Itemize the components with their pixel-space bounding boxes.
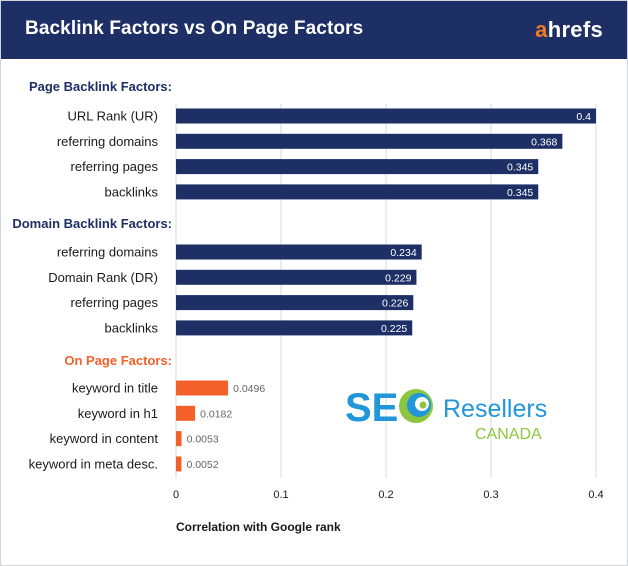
ahrefs-logo: ahrefs [535,17,603,43]
group-title-0: Page Backlink Factors: [29,79,172,94]
x-tick-label: 0 [173,489,179,501]
bar [176,380,229,396]
category-label: keyword in h1 [78,406,158,421]
data-label: 0.345 [507,187,533,199]
category-label: Domain Rank (DR) [48,270,158,285]
category-label: keyword in meta desc. [29,456,158,471]
data-label: 0.226 [382,298,408,310]
data-label: 0.225 [381,323,407,335]
category-label: keyword in content [50,431,159,446]
bar [176,320,413,336]
x-tick-label: 0.1 [273,489,288,501]
group-title-1: Domain Backlink Factors: [12,216,172,231]
x-axis-title: Correlation with Google rank [176,520,341,534]
data-label: 0.229 [385,272,411,284]
bar [176,405,196,421]
data-label: 0.0052 [186,459,218,471]
data-label: 0.345 [507,162,533,174]
bar [176,184,539,200]
ahrefs-logo-rest: hrefs [547,17,603,42]
category-label: backlinks [105,320,159,335]
bar [176,431,182,447]
data-label: 0.234 [390,247,416,259]
data-label: 0.368 [531,136,557,148]
x-tick-label: 0.2 [378,489,393,501]
data-label: 0.0182 [200,408,232,420]
category-label: backlinks [105,184,159,199]
data-label: 0.0496 [233,383,265,395]
category-label: referring pages [71,159,159,174]
x-tick-label: 0.3 [483,489,498,501]
category-label: URL Rank (UR) [67,109,158,124]
bar [176,108,596,124]
bar [176,244,422,260]
bar [176,295,414,311]
chart-title: Backlink Factors vs On Page Factors [25,18,364,39]
data-label: 0.0053 [187,434,219,446]
category-label: referring domains [57,245,159,260]
watermark-swirl-icon [399,389,433,423]
x-tick-label: 0.4 [588,489,603,501]
bar [176,159,539,175]
category-label: referring domains [57,134,159,149]
bar [176,133,563,149]
seo-resellers-watermark: SEO Resellers CANADA [345,386,547,443]
bar [176,456,182,472]
watermark-canada-text: CANADA [475,426,542,443]
data-label: 0.4 [576,111,591,123]
category-label: referring pages [71,295,159,310]
ahrefs-logo-accent: a [535,17,548,42]
category-label: keyword in title [72,381,158,396]
bar [176,269,417,285]
watermark-resellers-text: Resellers [443,395,547,423]
group-title-2: On Page Factors: [64,353,172,368]
chart-header: Backlink Factors vs On Page Factors ahre… [1,1,627,59]
